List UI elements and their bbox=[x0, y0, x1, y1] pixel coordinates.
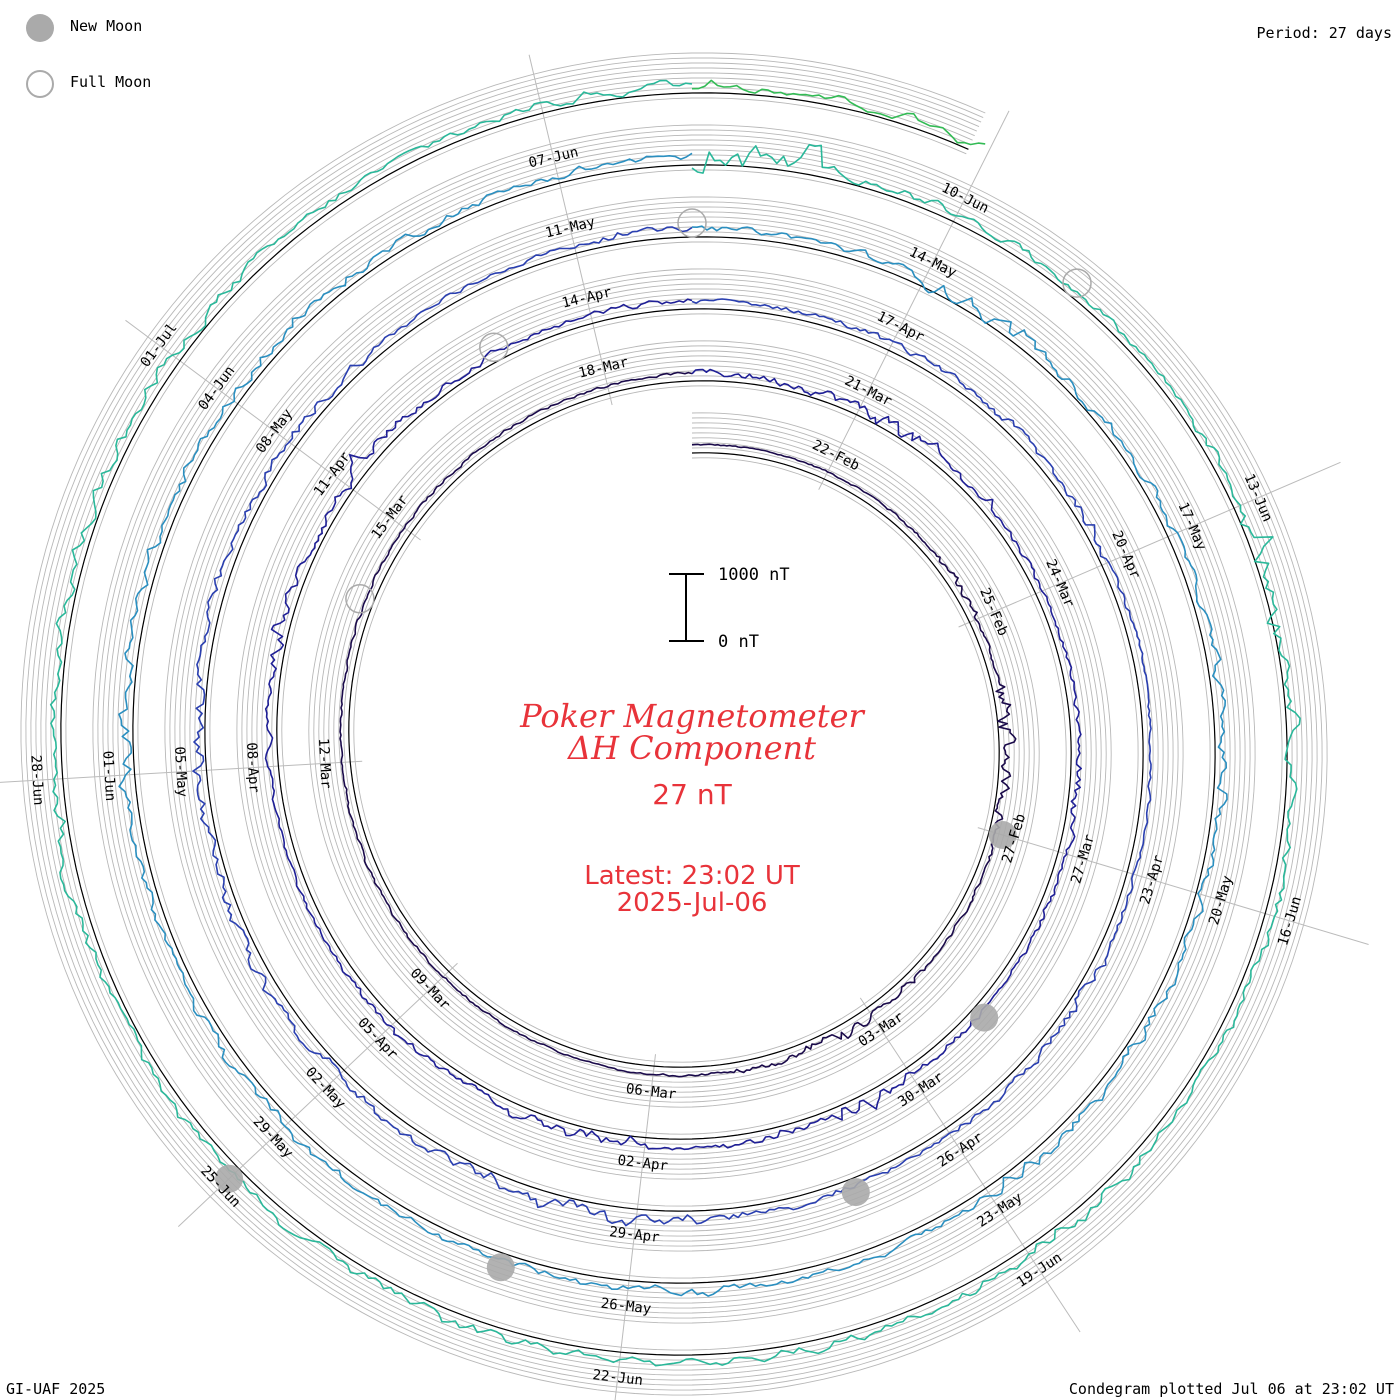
full-moon-marker bbox=[345, 584, 375, 614]
grid-spoke bbox=[958, 461, 1341, 628]
grid-ring bbox=[65, 97, 1283, 1351]
grid-ring bbox=[30, 62, 1318, 1386]
date-label: 05-May bbox=[171, 746, 190, 797]
date-label: 02-Apr bbox=[617, 1153, 669, 1175]
baseline-layer bbox=[60, 92, 1288, 1356]
grid-ring bbox=[40, 72, 1308, 1376]
date-label: 08-Apr bbox=[243, 742, 262, 793]
series-trace bbox=[339, 371, 1017, 1078]
full-moon-icon bbox=[26, 70, 54, 98]
date-label: 16-Jun bbox=[1275, 895, 1305, 948]
legend-new-moon-label: New Moon bbox=[70, 17, 143, 35]
date-label: 28-Jun bbox=[27, 754, 46, 805]
date-label: 01-Jul bbox=[138, 320, 181, 370]
grid-spoke bbox=[125, 319, 421, 541]
new-moon-marker bbox=[841, 1178, 870, 1207]
date-label: 30-Mar bbox=[895, 1069, 946, 1110]
grid-spoke bbox=[859, 997, 1081, 1333]
spoke-layer bbox=[0, 54, 1369, 1400]
credit-label: GI-UAF 2025 bbox=[6, 1380, 106, 1398]
date-label: 17-Apr bbox=[874, 309, 926, 346]
chart-title-line2: ΔH Component bbox=[566, 729, 816, 767]
series-trace bbox=[691, 79, 986, 146]
date-label: 19-Jun bbox=[1014, 1250, 1065, 1291]
date-label: 11-Apr bbox=[311, 449, 354, 499]
date-label: 23-May bbox=[974, 1190, 1025, 1231]
grid-spoke bbox=[977, 827, 1369, 945]
date-label: 29-Apr bbox=[608, 1224, 660, 1246]
date-label: 26-Apr bbox=[935, 1129, 986, 1170]
full-moon-marker bbox=[479, 332, 509, 363]
latest-date-label: 2025-Jul-06 bbox=[617, 888, 768, 918]
plotted-label: Condegram plotted Jul 06 at 23:02 UT bbox=[1068, 1380, 1394, 1398]
date-label: 21-Mar bbox=[842, 373, 894, 410]
new-moon-marker bbox=[988, 821, 1017, 849]
grid-ring bbox=[55, 87, 1293, 1361]
chart-title-line1: Poker Magnetometer bbox=[519, 697, 865, 735]
new-moon-marker bbox=[215, 1164, 244, 1193]
series-trace bbox=[192, 226, 1152, 1227]
grid-ring bbox=[50, 82, 1298, 1366]
latest-time-label: Latest: 23:02 UT bbox=[584, 861, 800, 891]
moon-layer bbox=[215, 208, 1092, 1282]
legend-full-moon-label: Full Moon bbox=[70, 73, 152, 91]
grid-ring bbox=[35, 67, 1313, 1381]
new-moon-icon bbox=[26, 14, 54, 42]
series-trace bbox=[264, 298, 1082, 1151]
grid-ring bbox=[20, 52, 1328, 1396]
scale-value-label: 27 nT bbox=[652, 778, 732, 811]
date-label: 22-Jun bbox=[592, 1367, 644, 1389]
date-label: 23-Apr bbox=[1137, 853, 1167, 906]
series-layer bbox=[49, 79, 1301, 1367]
scale-bar-bottom-label: 0 nT bbox=[718, 632, 759, 652]
new-moon-marker bbox=[486, 1253, 515, 1282]
baseline-spiral bbox=[60, 92, 1288, 1356]
full-moon-marker bbox=[1062, 268, 1092, 298]
series-trace bbox=[118, 152, 1228, 1297]
grid-ring bbox=[25, 57, 1323, 1391]
date-label: 22-Feb bbox=[810, 437, 862, 474]
new-moon-marker bbox=[970, 1003, 999, 1032]
date-label: 04-Jun bbox=[195, 363, 238, 413]
date-label: 15-Mar bbox=[369, 492, 412, 542]
date-label: 03-Mar bbox=[856, 1009, 907, 1050]
grid-ring bbox=[45, 77, 1303, 1371]
date-label: 20-May bbox=[1206, 874, 1236, 927]
date-label: 26-May bbox=[600, 1296, 652, 1318]
date-label: 08-May bbox=[253, 406, 296, 456]
scale-bar-top-label: 1000 nT bbox=[718, 565, 790, 585]
date-label: 01-Jun bbox=[99, 750, 118, 801]
grid-spoke bbox=[614, 1054, 656, 1400]
series-trace bbox=[49, 79, 1301, 1367]
date-label: 12-Mar bbox=[315, 738, 334, 789]
scale-bar: 1000 nT 0 nT bbox=[669, 565, 790, 652]
grid-spoke bbox=[0, 760, 363, 783]
grid-spoke bbox=[818, 110, 1010, 490]
period-label: Period: 27 days bbox=[1256, 24, 1392, 42]
full-moon-marker bbox=[677, 208, 707, 238]
date-label: 06-Mar bbox=[625, 1081, 677, 1103]
